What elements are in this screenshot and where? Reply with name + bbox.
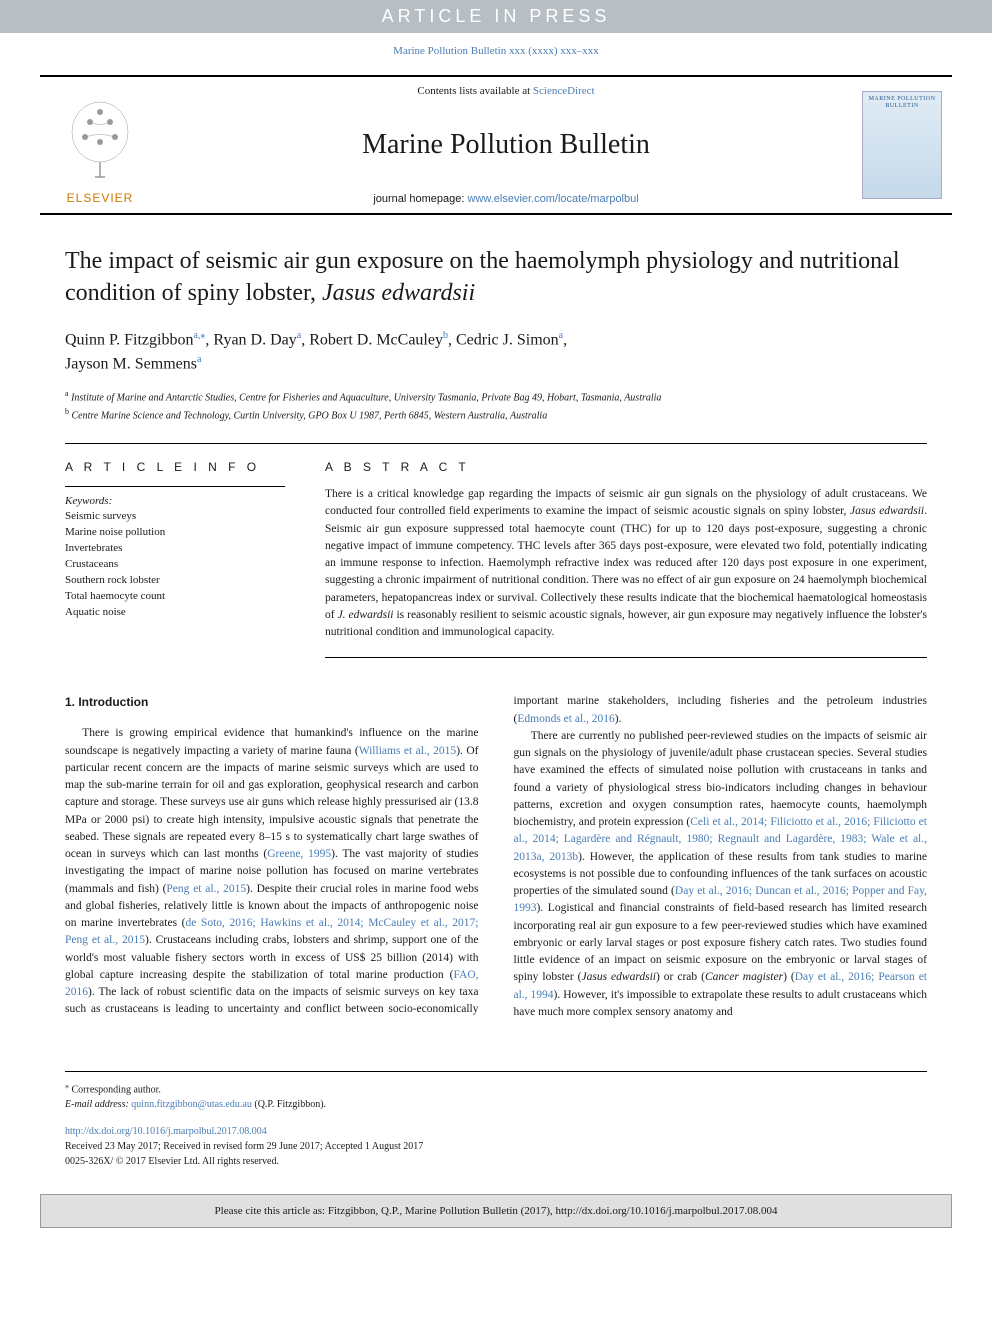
- keyword: Aquatic noise: [65, 605, 285, 621]
- abstract: A B S T R A C T There is a critical know…: [325, 460, 927, 658]
- abstract-seg: There is a critical knowledge gap regard…: [325, 488, 927, 517]
- author-1: Quinn P. Fitzgibbon: [65, 331, 193, 348]
- homepage-prefix: journal homepage:: [373, 193, 467, 205]
- elsevier-tree-icon: [60, 97, 140, 187]
- citation-link[interactable]: Greene, 1995: [267, 848, 331, 860]
- affil-b-text: Centre Marine Science and Technology, Cu…: [69, 410, 547, 421]
- abstract-head: A B S T R A C T: [325, 460, 927, 474]
- authors: Quinn P. Fitzgibbona,⁎, Ryan D. Day a , Ro…: [65, 328, 927, 377]
- intro-heading: 1. Introduction: [65, 693, 479, 711]
- received-line: Received 23 May 2017; Received in revise…: [65, 1139, 927, 1154]
- author-5-affil: a: [197, 354, 201, 365]
- intro-p2: There are currently no published peer-re…: [514, 728, 928, 1021]
- journal-cover: MARINE POLLUTION BULLETIN: [852, 77, 952, 213]
- affiliation-a: a Institute of Marine and Antarctic Stud…: [65, 388, 927, 405]
- publisher-name: ELSEVIER: [67, 191, 134, 205]
- homepage-url[interactable]: www.elsevier.com/locate/marpolbul: [468, 193, 639, 205]
- corresponding-author-footer: ⁎ Corresponding author. E-mail address: …: [65, 1071, 927, 1112]
- intro-text: ). However, it's impossible to extrapola…: [514, 989, 928, 1018]
- affiliations: a Institute of Marine and Antarctic Stud…: [65, 388, 927, 423]
- keyword: Marine noise pollution: [65, 525, 285, 541]
- article-info: A R T I C L E I N F O Keywords: Seismic …: [65, 460, 285, 658]
- info-abstract-row: A R T I C L E I N F O Keywords: Seismic …: [65, 443, 927, 658]
- citation-link[interactable]: Williams et al., 2015: [359, 745, 456, 757]
- journal-ref-line: Marine Pollution Bulletin xxx (xxxx) xxx…: [0, 33, 992, 75]
- title-species: Jasus edwardsii: [322, 280, 475, 306]
- journal-header: ELSEVIER Contents lists available at Sci…: [40, 75, 952, 215]
- intro-text: ) or crab (: [656, 971, 705, 983]
- email-label: E-mail address:: [65, 1099, 131, 1110]
- keywords-label: Keywords:: [65, 495, 285, 507]
- author-4: , Cedric J. Simon: [448, 331, 559, 348]
- intro-text: ) (: [783, 971, 795, 983]
- abstract-species-1: Jasus edwardsii: [850, 505, 924, 517]
- publisher-logo: ELSEVIER: [40, 77, 160, 213]
- doi-link[interactable]: http://dx.doi.org/10.1016/j.marpolbul.20…: [65, 1126, 267, 1137]
- abstract-text: There is a critical knowledge gap regard…: [325, 486, 927, 658]
- abstract-species-2: J. edwardsii: [338, 609, 394, 621]
- citation-link[interactable]: Edmonds et al., 2016: [517, 713, 614, 725]
- author-2: , Ryan D. Day: [205, 331, 296, 348]
- email-line: E-mail address: quinn.fitzgibbon@utas.ed…: [65, 1097, 927, 1112]
- journal-title: Marine Pollution Bulletin: [160, 129, 852, 161]
- article-title: The impact of seismic air gun exposure o…: [65, 245, 927, 310]
- title-plain: The impact of seismic air gun exposure o…: [65, 248, 900, 306]
- intro-text: ).: [615, 713, 622, 725]
- intro-text: There are currently no published peer-re…: [514, 730, 928, 828]
- keyword: Invertebrates: [65, 541, 285, 557]
- keyword: Seismic surveys: [65, 509, 285, 525]
- article-in-press-banner: ARTICLE IN PRESS: [0, 0, 992, 33]
- citation-box: Please cite this article as: Fitzgibbon,…: [40, 1194, 952, 1228]
- journal-ref-link[interactable]: Marine Pollution Bulletin xxx (xxxx) xxx…: [393, 45, 599, 57]
- intro-text: ). Of particular recent concern are the …: [65, 745, 479, 861]
- citation-link[interactable]: Peng et al., 2015: [166, 883, 246, 895]
- affil-a-text: Institute of Marine and Antarctic Studie…: [69, 393, 662, 404]
- species-name: Cancer magister: [705, 971, 783, 983]
- author-3: , Robert D. McCauley: [301, 331, 443, 348]
- abstract-seg: is reasonably resilient to seismic acous…: [325, 609, 927, 638]
- keywords-group: Keywords: Seismic surveys Marine noise p…: [65, 486, 285, 621]
- contents-prefix: Contents lists available at: [417, 85, 532, 97]
- corr-author-line: ⁎ Corresponding author.: [65, 1080, 927, 1097]
- journal-cover-thumbnail: MARINE POLLUTION BULLETIN: [862, 91, 942, 199]
- keyword: Crustaceans: [65, 557, 285, 573]
- article-info-head: A R T I C L E I N F O: [65, 460, 285, 474]
- header-center: Contents lists available at ScienceDirec…: [160, 77, 852, 213]
- keywords-list: Seismic surveys Marine noise pollution I…: [65, 509, 285, 621]
- keyword: Southern rock lobster: [65, 573, 285, 589]
- contents-available-line: Contents lists available at ScienceDirec…: [160, 85, 852, 97]
- author-5: Jayson M. Semmens: [65, 355, 197, 372]
- abstract-seg: . Seismic air gun exposure suppressed to…: [325, 505, 927, 621]
- author-5-sep: ,: [563, 331, 567, 348]
- sciencedirect-link[interactable]: ScienceDirect: [533, 85, 595, 97]
- keyword: Total haemocyte count: [65, 589, 285, 605]
- introduction-section: 1. Introduction There is growing empiric…: [65, 693, 927, 1021]
- affiliation-b: b Centre Marine Science and Technology, …: [65, 406, 927, 423]
- cover-title: MARINE POLLUTION BULLETIN: [867, 96, 937, 109]
- journal-homepage-line: journal homepage: www.elsevier.com/locat…: [160, 193, 852, 205]
- email-link[interactable]: quinn.fitzgibbon@utas.edu.au: [131, 1099, 252, 1110]
- email-suffix: (Q.P. Fitzgibbon).: [252, 1099, 326, 1110]
- author-1-affil: a,⁎: [193, 330, 205, 341]
- corr-text: Corresponding author.: [69, 1084, 161, 1095]
- issn-line: 0025-326X/ © 2017 Elsevier Ltd. All righ…: [65, 1154, 927, 1169]
- species-name: Jasus edwardsii: [582, 971, 656, 983]
- doi-block: http://dx.doi.org/10.1016/j.marpolbul.20…: [65, 1124, 927, 1169]
